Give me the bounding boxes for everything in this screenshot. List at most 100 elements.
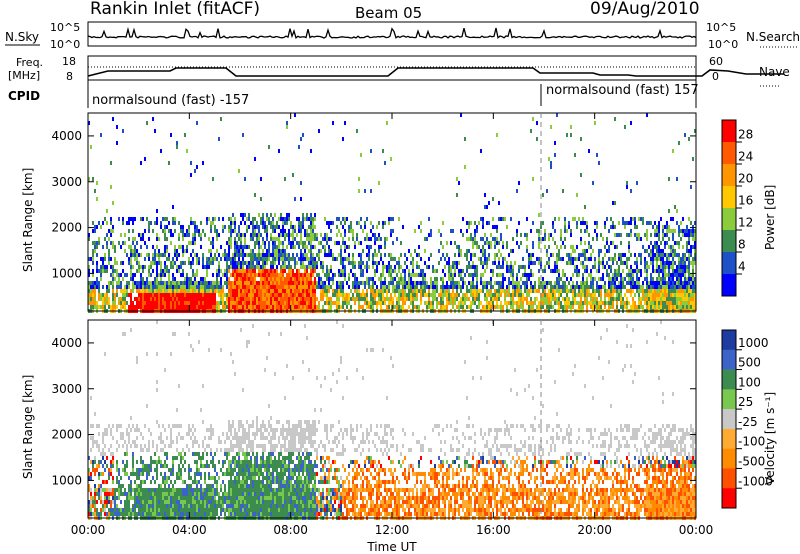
range-gate-cell <box>554 229 556 233</box>
range-gate-cell <box>402 281 404 285</box>
range-gate-cell <box>592 237 594 241</box>
range-gate-cell <box>498 289 500 293</box>
range-gate-cell <box>484 193 486 197</box>
range-gate-cell <box>372 233 374 237</box>
range-gate-cell <box>182 285 184 289</box>
range-gate-cell <box>378 249 380 253</box>
range-gate-cell <box>544 293 546 297</box>
range-gate-cell <box>132 217 134 221</box>
range-gate-cell <box>354 285 356 289</box>
range-gate-cell <box>354 245 356 249</box>
range-gate-cell <box>680 257 682 261</box>
range-gate-cell <box>220 285 222 289</box>
range-gate-cell <box>414 297 416 301</box>
range-gate-cell <box>524 297 526 301</box>
range-gate-cell <box>548 297 550 301</box>
range-gate-cell <box>210 297 212 301</box>
range-gate-cell <box>154 221 156 225</box>
range-gate-cell <box>230 233 232 237</box>
range-gate-cell <box>502 273 504 277</box>
range-gate-cell <box>104 504 106 508</box>
range-gate-cell <box>342 217 344 221</box>
range-gate-cell <box>274 213 276 217</box>
range-gate-cell <box>132 460 134 464</box>
range-gate-cell <box>250 289 252 293</box>
range-gate-cell <box>130 512 132 516</box>
range-gate-cell <box>108 472 110 476</box>
range-gate-cell <box>480 257 482 261</box>
range-gate-cell <box>138 476 140 480</box>
range-gate-cell <box>162 440 164 444</box>
range-gate-cell <box>384 221 386 225</box>
range-gate-cell <box>648 293 650 297</box>
range-gate-cell <box>226 261 228 265</box>
range-gate-cell <box>106 500 108 504</box>
range-gate-cell <box>346 245 348 249</box>
range-gate-cell <box>488 221 490 225</box>
range-gate-cell <box>90 301 92 305</box>
range-gate-cell <box>692 237 694 241</box>
range-gate-cell <box>442 245 444 249</box>
range-gate-cell <box>396 297 398 301</box>
range-gate-cell <box>156 289 158 293</box>
range-gate-cell <box>350 221 352 225</box>
range-gate-cell <box>622 297 624 301</box>
range-gate-cell <box>456 265 458 269</box>
range-gate-cell <box>118 444 120 448</box>
range-gate-cell <box>160 149 162 153</box>
range-gate-cell <box>90 436 92 440</box>
range-gate-cell <box>604 297 606 301</box>
range-gate-cell <box>156 253 158 257</box>
range-gate-cell <box>616 293 618 297</box>
range-gate-cell <box>140 293 142 297</box>
range-gate-cell <box>502 285 504 289</box>
range-gate-cell <box>266 225 268 229</box>
range-gate-cell <box>296 281 298 285</box>
range-gate-cell <box>362 297 364 301</box>
range-gate-cell <box>310 285 312 289</box>
range-gate-cell <box>494 305 496 309</box>
range-gate-cell <box>298 229 300 233</box>
range-gate-cell <box>326 297 328 301</box>
range-gate-cell <box>308 217 310 221</box>
range-gate-cell <box>500 289 502 293</box>
range-gate-cell <box>118 217 120 221</box>
range-gate-cell <box>190 305 192 309</box>
range-gate-cell <box>660 261 662 265</box>
range-gate-cell <box>238 293 240 297</box>
range-gate-cell <box>128 432 130 436</box>
range-gate-cell <box>260 217 262 221</box>
range-gate-cell <box>644 269 646 273</box>
range-gate-cell <box>150 468 152 472</box>
range-gate-cell <box>544 301 546 305</box>
range-gate-cell <box>660 289 662 293</box>
range-gate-cell <box>244 213 246 217</box>
range-gate-cell <box>198 285 200 289</box>
range-gate-cell <box>164 237 166 241</box>
range-gate-cell <box>390 257 392 261</box>
range-gate-cell <box>682 217 684 221</box>
range-gate-cell <box>196 257 198 261</box>
range-gate-cell <box>392 289 394 293</box>
range-gate-cell <box>194 229 196 233</box>
range-gate-cell <box>210 257 212 261</box>
range-gate-cell <box>258 241 260 245</box>
range-gate-cell <box>264 257 266 261</box>
range-gate-cell <box>404 253 406 257</box>
range-gate-cell <box>220 289 222 293</box>
range-gate-cell <box>608 277 610 281</box>
range-gate-cell <box>664 269 666 273</box>
range-gate-cell <box>96 464 98 468</box>
range-gate-cell <box>572 285 574 289</box>
range-gate-cell <box>142 448 144 452</box>
range-gate-cell <box>518 245 520 249</box>
range-gate-cell <box>142 305 144 309</box>
range-gate-cell <box>172 289 174 293</box>
range-gate-cell <box>654 245 656 249</box>
range-gate-cell <box>512 249 514 253</box>
range-gate-cell <box>298 225 300 229</box>
range-gate-cell <box>488 257 490 261</box>
range-gate-cell <box>338 285 340 289</box>
range-gate-cell <box>178 301 180 305</box>
range-gate-cell <box>164 492 166 496</box>
